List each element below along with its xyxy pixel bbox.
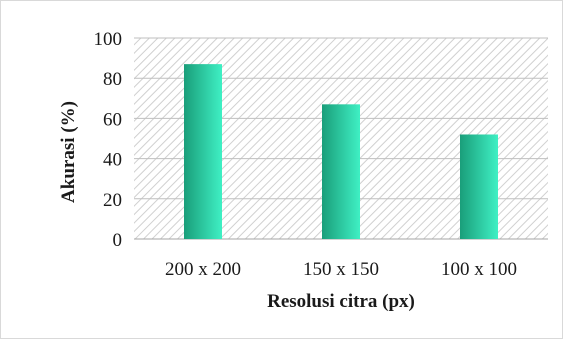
x-tick-label: 100 x 100 (441, 259, 517, 280)
x-tick-label: 200 x 200 (165, 259, 241, 280)
y-tick-label: 80 (103, 69, 122, 90)
y-tick-label: 0 (113, 230, 123, 251)
x-tick-label: 150 x 150 (303, 259, 379, 280)
y-tick-label: 20 (103, 190, 122, 211)
y-axis-ticks: 0 20 40 60 80 100 (94, 29, 123, 251)
bars (184, 64, 498, 239)
bar-150x150 (322, 104, 360, 239)
y-axis-title: Akurasi (%) (58, 101, 79, 203)
bar-100x100 (460, 134, 498, 239)
x-axis-ticks: 200 x 200 150 x 150 100 x 100 (165, 259, 517, 280)
y-tick-label: 100 (94, 29, 123, 50)
y-tick-label: 40 (103, 150, 122, 171)
x-axis-title: Resolusi citra (px) (267, 291, 415, 312)
bar-200x200 (184, 64, 222, 239)
y-tick-label: 60 (103, 109, 122, 130)
